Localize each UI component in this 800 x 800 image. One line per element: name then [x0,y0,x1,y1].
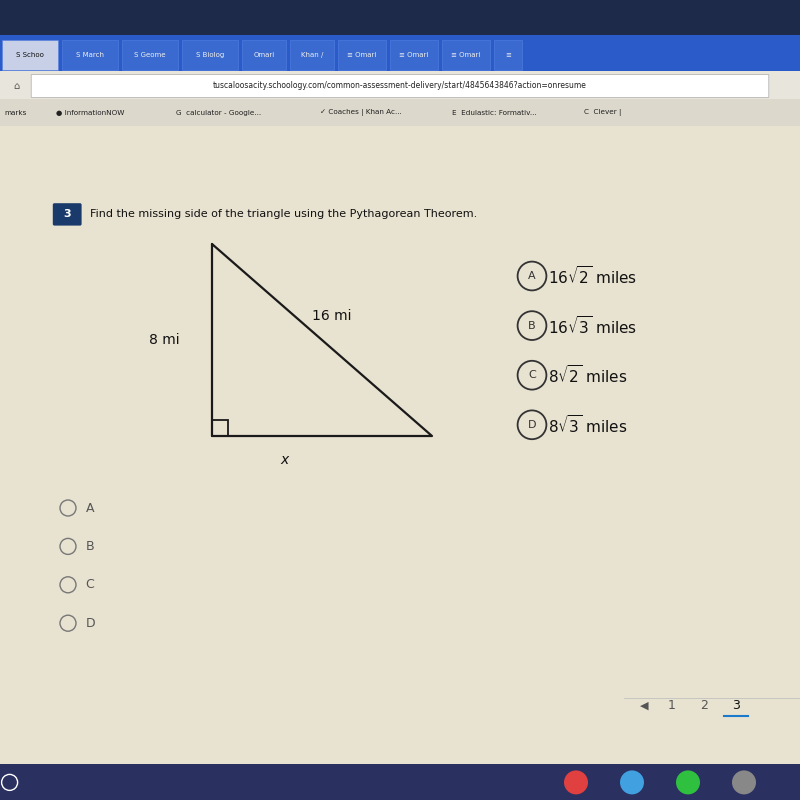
Text: S March: S March [76,52,104,58]
Bar [242,40,286,70]
Text: ✓ Coaches | Khan Ac...: ✓ Coaches | Khan Ac... [320,110,402,116]
Text: 3: 3 [63,210,71,219]
Bar [182,40,238,70]
Text: B: B [528,321,536,330]
Bar [62,40,118,70]
Bar [0,35,800,72]
Text: marks: marks [4,110,26,116]
Text: A: A [528,271,536,281]
Text: S Biolog: S Biolog [196,52,224,58]
Text: ● InformationNOW: ● InformationNOW [56,110,124,116]
Text: C  Clever |: C Clever | [584,110,622,116]
Circle shape [676,770,700,794]
Text: x: x [280,453,288,467]
Circle shape [620,770,644,794]
Bar [338,40,386,70]
Text: Omari: Omari [254,52,274,58]
Text: Khan /: Khan / [301,52,323,58]
Text: Find the missing side of the triangle using the Pythagorean Theorem.: Find the missing side of the triangle us… [90,210,478,219]
FancyBboxPatch shape [31,74,769,98]
Text: D: D [86,617,95,630]
Text: $16\sqrt{3}$ miles: $16\sqrt{3}$ miles [548,314,637,337]
Text: $16\sqrt{2}$ miles: $16\sqrt{2}$ miles [548,265,637,287]
Text: D: D [528,420,536,430]
Text: S Geome: S Geome [134,52,166,58]
Text: E  Edulastic: Formativ...: E Edulastic: Formativ... [452,110,537,116]
Text: 8 mi: 8 mi [149,333,179,347]
Text: ⌂: ⌂ [13,81,19,90]
Text: ≡: ≡ [505,52,511,58]
Bar [0,126,800,800]
Bar [0,99,800,126]
Text: C: C [86,578,94,591]
Bar [290,40,334,70]
Text: ≡ Omari: ≡ Omari [451,52,481,58]
Text: ◀: ◀ [640,701,648,710]
Text: $8\sqrt{3}$ miles: $8\sqrt{3}$ miles [548,414,627,436]
Text: ≡ Omari: ≡ Omari [399,52,429,58]
Text: ≡ Omari: ≡ Omari [347,52,377,58]
Bar [494,40,522,70]
Bar [2,40,58,70]
Bar [212,420,228,436]
Text: $8\sqrt{2}$ miles: $8\sqrt{2}$ miles [548,364,627,386]
Text: G  calculator - Google...: G calculator - Google... [176,110,261,116]
Bar [442,40,490,70]
Text: 1: 1 [668,699,676,712]
Bar [0,0,800,36]
Bar [0,764,800,800]
Text: 3: 3 [732,699,740,712]
Bar [122,40,178,70]
Circle shape [564,770,588,794]
Text: tuscaloosacity.schoology.com/common-assessment-delivery/start/4845643846?action=: tuscaloosacity.schoology.com/common-asse… [213,81,587,90]
Text: C: C [528,370,536,380]
Text: B: B [86,540,94,553]
Bar [390,40,438,70]
FancyBboxPatch shape [53,203,82,226]
Text: A: A [86,502,94,514]
Circle shape [732,770,756,794]
Text: 16 mi: 16 mi [312,309,352,323]
Text: S Schoo: S Schoo [16,52,44,58]
Bar [0,71,800,100]
Text: 2: 2 [700,699,708,712]
